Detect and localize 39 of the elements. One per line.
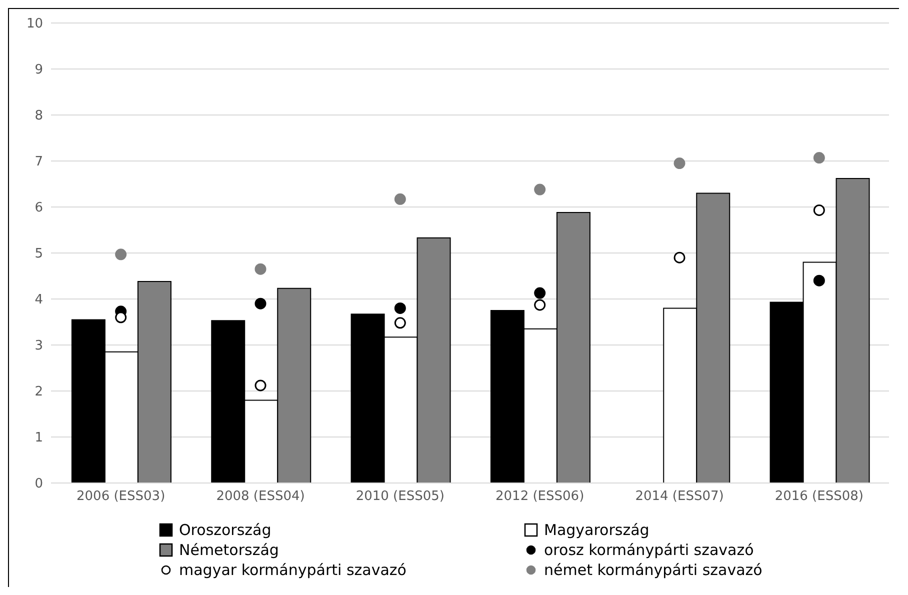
- x-tick-label: 2012 (ESS06): [496, 489, 584, 504]
- y-tick-label: 0: [34, 476, 43, 492]
- point: [534, 299, 546, 311]
- y-tick-label: 6: [34, 200, 43, 216]
- point: [534, 184, 546, 196]
- y-tick-label: 2: [34, 384, 43, 400]
- y-tick-label: 4: [34, 292, 43, 308]
- point: [394, 317, 406, 329]
- point: [254, 380, 266, 392]
- point: [394, 193, 406, 205]
- y-tick-label: 7: [34, 154, 43, 170]
- legend-label: orosz kormánypárti szavazó: [544, 541, 754, 559]
- y-tick-label: 9: [34, 62, 43, 78]
- point: [813, 152, 825, 164]
- point: [115, 248, 127, 260]
- x-tick-label: 2016 (ESS08): [774, 489, 864, 504]
- y-tick-label: 1: [34, 430, 43, 446]
- point: [254, 298, 266, 310]
- x-tick-label: 2008 (ESS04): [216, 489, 305, 504]
- x-tick-label: 2006 (ESS03): [76, 489, 166, 504]
- legend-label: Németország: [179, 541, 279, 559]
- legend-label: magyar kormánypárti szavazó: [179, 561, 406, 579]
- legend-label: Magyarország: [544, 521, 650, 539]
- x-tick-label: 2010 (ESS05): [356, 489, 444, 504]
- x-tick-label: 2014 (ESS07): [635, 489, 724, 504]
- point: [534, 287, 546, 299]
- legend-label: német kormánypárti szavazó: [544, 561, 762, 579]
- legend-label: Oroszország: [179, 521, 272, 539]
- point: [674, 158, 686, 170]
- y-tick-label: 5: [34, 246, 43, 262]
- point: [813, 204, 825, 216]
- point: [254, 263, 266, 275]
- point: [394, 302, 406, 314]
- y-tick-label: 3: [34, 338, 43, 354]
- point: [813, 274, 825, 286]
- point: [115, 312, 127, 324]
- y-tick-label: 8: [34, 108, 43, 124]
- y-tick-label: 10: [26, 16, 43, 32]
- point: [674, 252, 686, 264]
